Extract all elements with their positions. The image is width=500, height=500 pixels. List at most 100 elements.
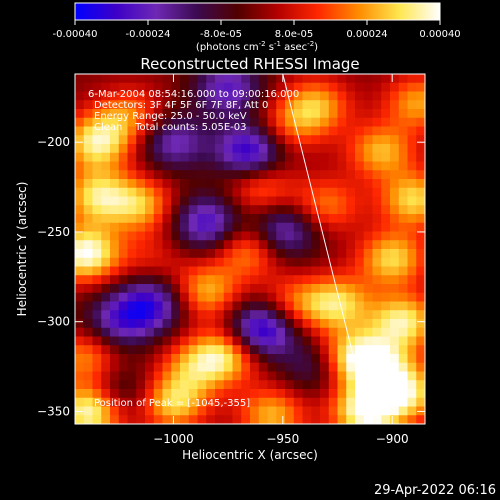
heatmap-cells bbox=[75, 74, 425, 424]
heatmap-cell bbox=[390, 354, 400, 364]
heatmap-cell bbox=[92, 170, 102, 180]
heatmap-cell bbox=[162, 214, 172, 224]
heatmap-cell bbox=[311, 319, 321, 329]
heatmap-cell bbox=[258, 152, 269, 163]
heatmap-cell bbox=[372, 82, 382, 93]
heatmap-cell bbox=[83, 152, 94, 163]
heatmap-cell bbox=[293, 100, 304, 110]
heatmap-cell bbox=[355, 319, 365, 329]
heatmap-cell bbox=[293, 301, 304, 311]
heatmap-cell bbox=[232, 301, 242, 311]
heatmap-cell bbox=[381, 336, 391, 346]
heatmap-cell bbox=[293, 336, 304, 346]
heatmap-cell bbox=[398, 292, 409, 303]
heatmap-cell bbox=[267, 117, 277, 128]
heatmap-cell bbox=[153, 292, 164, 303]
heatmap-cell bbox=[276, 135, 286, 145]
heatmap-cell bbox=[390, 222, 400, 233]
heatmap-cell bbox=[101, 249, 111, 259]
y-axis-ticks: −350−300−250−200 bbox=[37, 135, 425, 418]
heatmap-cell bbox=[92, 345, 102, 355]
heatmap-cell bbox=[285, 389, 295, 399]
heatmap-cell bbox=[145, 152, 155, 163]
heatmap-cell bbox=[153, 222, 164, 233]
heatmap-cell bbox=[110, 126, 120, 136]
heatmap-cell bbox=[223, 205, 234, 215]
heatmap-cell bbox=[302, 336, 312, 346]
heatmap-cell bbox=[355, 354, 365, 364]
heatmap-cell bbox=[241, 240, 251, 250]
heatmap-cell bbox=[136, 354, 146, 364]
heatmap-cell bbox=[188, 205, 199, 215]
heatmap-cell bbox=[162, 389, 172, 399]
heatmap-cell bbox=[311, 345, 321, 355]
heatmap-cell bbox=[206, 179, 216, 189]
heatmap-cell bbox=[223, 397, 234, 408]
heatmap-cell bbox=[398, 91, 409, 101]
heatmap-cell bbox=[92, 222, 102, 233]
heatmap-cell bbox=[293, 152, 304, 163]
heatmap-cell bbox=[75, 354, 85, 364]
heatmap-cell bbox=[206, 336, 216, 346]
heatmap-cell bbox=[267, 354, 277, 364]
heatmap-cell bbox=[75, 196, 85, 206]
heatmap-cell bbox=[250, 187, 260, 198]
heatmap-cell bbox=[407, 310, 417, 320]
heatmap-cell bbox=[276, 109, 286, 119]
heatmap-cell bbox=[171, 214, 181, 224]
heatmap-cell bbox=[355, 144, 365, 154]
heatmap-cell bbox=[381, 319, 391, 329]
heatmap-cell bbox=[328, 292, 339, 303]
heatmap-cell bbox=[75, 240, 85, 250]
heatmap-cell bbox=[398, 257, 409, 268]
heatmap-cell bbox=[127, 91, 137, 101]
heatmap-cell bbox=[215, 336, 225, 346]
heatmap-cell bbox=[215, 161, 225, 171]
heatmap-cell bbox=[293, 257, 304, 268]
heatmap-cell bbox=[363, 310, 374, 320]
heatmap-cell bbox=[398, 196, 409, 206]
heatmap-cell bbox=[232, 240, 242, 250]
heatmap-cell bbox=[180, 380, 190, 390]
heatmap-cell bbox=[75, 362, 85, 373]
heatmap-cell bbox=[311, 362, 321, 373]
heatmap-cell bbox=[162, 292, 172, 303]
heatmap-cell bbox=[416, 389, 425, 399]
heatmap-cell bbox=[206, 371, 216, 381]
heatmap-cell bbox=[276, 126, 286, 136]
heatmap-cell bbox=[136, 214, 146, 224]
heatmap-cell bbox=[267, 319, 277, 329]
heatmap-cell bbox=[293, 406, 304, 416]
heatmap-cell bbox=[180, 214, 190, 224]
heatmap-cell bbox=[136, 187, 146, 198]
heatmap-cell bbox=[197, 336, 207, 346]
heatmap-cell bbox=[293, 91, 304, 101]
heatmap-cell bbox=[407, 275, 417, 285]
heatmap-cell bbox=[276, 196, 286, 206]
heatmap-cell bbox=[328, 100, 339, 110]
heatmap-cell bbox=[232, 397, 242, 408]
heatmap-cell bbox=[320, 249, 330, 259]
heatmap-cell bbox=[276, 144, 286, 154]
heatmap-cell bbox=[145, 327, 155, 338]
heatmap-cell bbox=[241, 257, 251, 268]
heatmap-cell bbox=[110, 117, 120, 128]
heatmap-cell bbox=[197, 275, 207, 285]
heatmap-cell bbox=[92, 389, 102, 399]
heatmap-cell bbox=[206, 301, 216, 311]
heatmap-cell bbox=[398, 117, 409, 128]
heatmap-cell bbox=[337, 196, 347, 206]
heatmap-cell bbox=[328, 380, 339, 390]
heatmap-cell bbox=[381, 354, 391, 364]
heatmap-cell bbox=[188, 222, 199, 233]
heatmap-cell bbox=[416, 266, 425, 276]
heatmap-cell bbox=[188, 117, 199, 128]
heatmap-cell bbox=[223, 100, 234, 110]
heatmap-cell bbox=[276, 249, 286, 259]
heatmap-cell bbox=[328, 397, 339, 408]
heatmap-cell bbox=[206, 91, 216, 101]
heatmap-cell bbox=[197, 249, 207, 259]
annotation-block: 6-Mar-2004 08:54:16.000 to 09:00:16.000 … bbox=[88, 89, 299, 409]
colorbar-tick-label: -8.0e-05 bbox=[200, 29, 242, 40]
heatmap-cell bbox=[302, 161, 312, 171]
